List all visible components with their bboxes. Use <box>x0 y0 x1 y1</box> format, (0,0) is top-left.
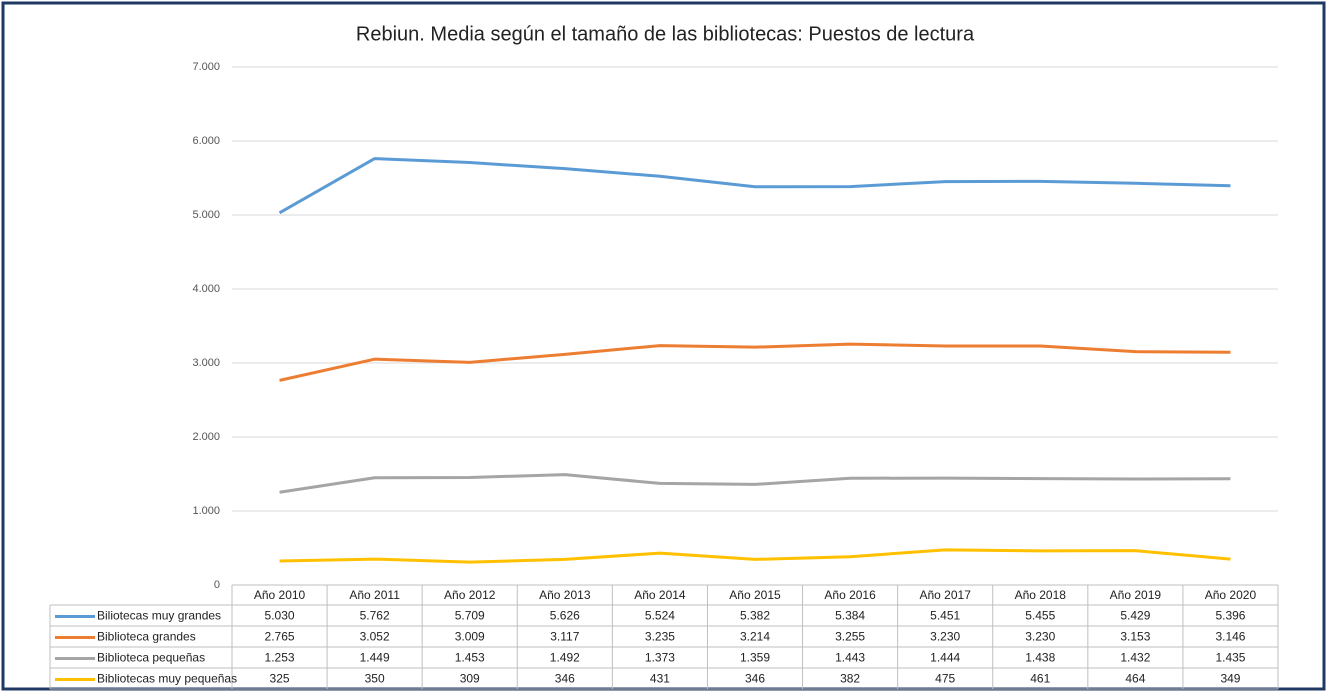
table-cell: 3.214 <box>740 630 770 644</box>
x-tick-label: Año 2013 <box>539 588 591 602</box>
table-cell: 475 <box>935 672 955 686</box>
table-cell: 3.146 <box>1215 630 1245 644</box>
table-cell: 1.453 <box>455 651 485 665</box>
table-cell: 5.709 <box>455 609 485 623</box>
table-cell: 1.359 <box>740 651 770 665</box>
table-cell: 431 <box>650 672 670 686</box>
y-tick-label: 3.000 <box>192 357 220 369</box>
table-cell: 346 <box>555 672 575 686</box>
table-cell: 1.373 <box>645 651 675 665</box>
y-tick-label: 2.000 <box>192 431 220 443</box>
table-cell: 5.524 <box>645 609 675 623</box>
legend-label: Bibliotecas muy pequeñas <box>97 672 237 686</box>
table-cell: 1.449 <box>360 651 390 665</box>
table-cell: 5.762 <box>360 609 390 623</box>
table-cell: 1.432 <box>1120 651 1150 665</box>
legend-label: Biliotecas muy grandes <box>97 609 221 623</box>
table-cell: 3.153 <box>1120 630 1150 644</box>
x-tick-label: Año 2015 <box>729 588 781 602</box>
table-cell: 1.444 <box>930 651 960 665</box>
series-line <box>279 548 1231 564</box>
y-tick-label: 5.000 <box>192 209 220 221</box>
table-cell: 3.009 <box>455 630 485 644</box>
table-cell: 5.396 <box>1215 609 1245 623</box>
table-cell: 1.438 <box>1025 651 1055 665</box>
table-cell: 3.052 <box>360 630 390 644</box>
table-cell: 309 <box>460 672 480 686</box>
x-tick-label: Año 2018 <box>1015 588 1067 602</box>
table-cell: 1.253 <box>265 651 295 665</box>
table-cell: 3.255 <box>835 630 865 644</box>
table-cell: 3.235 <box>645 630 675 644</box>
table-cell: 1.443 <box>835 651 865 665</box>
series-line <box>279 342 1231 382</box>
x-tick-label: Año 2016 <box>824 588 876 602</box>
x-tick-label: Año 2020 <box>1205 588 1257 602</box>
y-tick-label: 4.000 <box>192 283 220 295</box>
legend-label: Biblioteca grandes <box>97 630 196 644</box>
table-cell: 3.230 <box>1025 630 1055 644</box>
table-cell: 5.429 <box>1120 609 1150 623</box>
table-cell: 350 <box>365 672 385 686</box>
table-cell: 5.455 <box>1025 609 1055 623</box>
chart-title: Rebiun. Media según el tamaño de las bib… <box>356 23 975 45</box>
table-cell: 1.435 <box>1215 651 1245 665</box>
table-cell: 2.765 <box>265 630 295 644</box>
table-cell: 464 <box>1125 672 1145 686</box>
x-tick-label: Año 2012 <box>444 588 496 602</box>
x-tick-label: Año 2017 <box>919 588 971 602</box>
series-line <box>278 157 1231 215</box>
table-cell: 1.492 <box>550 651 580 665</box>
table-cell: 461 <box>1030 672 1050 686</box>
table-cell: 3.117 <box>550 630 579 644</box>
x-tick-label: Año 2019 <box>1110 588 1162 602</box>
x-tick-label: Año 2010 <box>254 588 306 602</box>
table-cell: 5.384 <box>835 609 865 623</box>
x-tick-label: Año 2014 <box>634 588 686 602</box>
series-line <box>279 473 1231 494</box>
y-tick-label: 0 <box>214 579 220 591</box>
y-tick-label: 1.000 <box>192 505 220 517</box>
table-cell: 5.030 <box>265 609 295 623</box>
table-cell: 346 <box>745 672 765 686</box>
table-cell: 3.230 <box>930 630 960 644</box>
legend-label: Biblioteca pequeñas <box>97 651 205 665</box>
table-cell: 349 <box>1220 672 1240 686</box>
table-cell: 325 <box>270 672 290 686</box>
y-tick-label: 6.000 <box>192 135 220 147</box>
y-tick-label: 7.000 <box>192 61 220 73</box>
table-cell: 5.626 <box>550 609 580 623</box>
table-cell: 382 <box>840 672 860 686</box>
table-cell: 5.451 <box>930 609 960 623</box>
x-tick-label: Año 2011 <box>349 588 400 602</box>
table-cell: 5.382 <box>740 609 770 623</box>
